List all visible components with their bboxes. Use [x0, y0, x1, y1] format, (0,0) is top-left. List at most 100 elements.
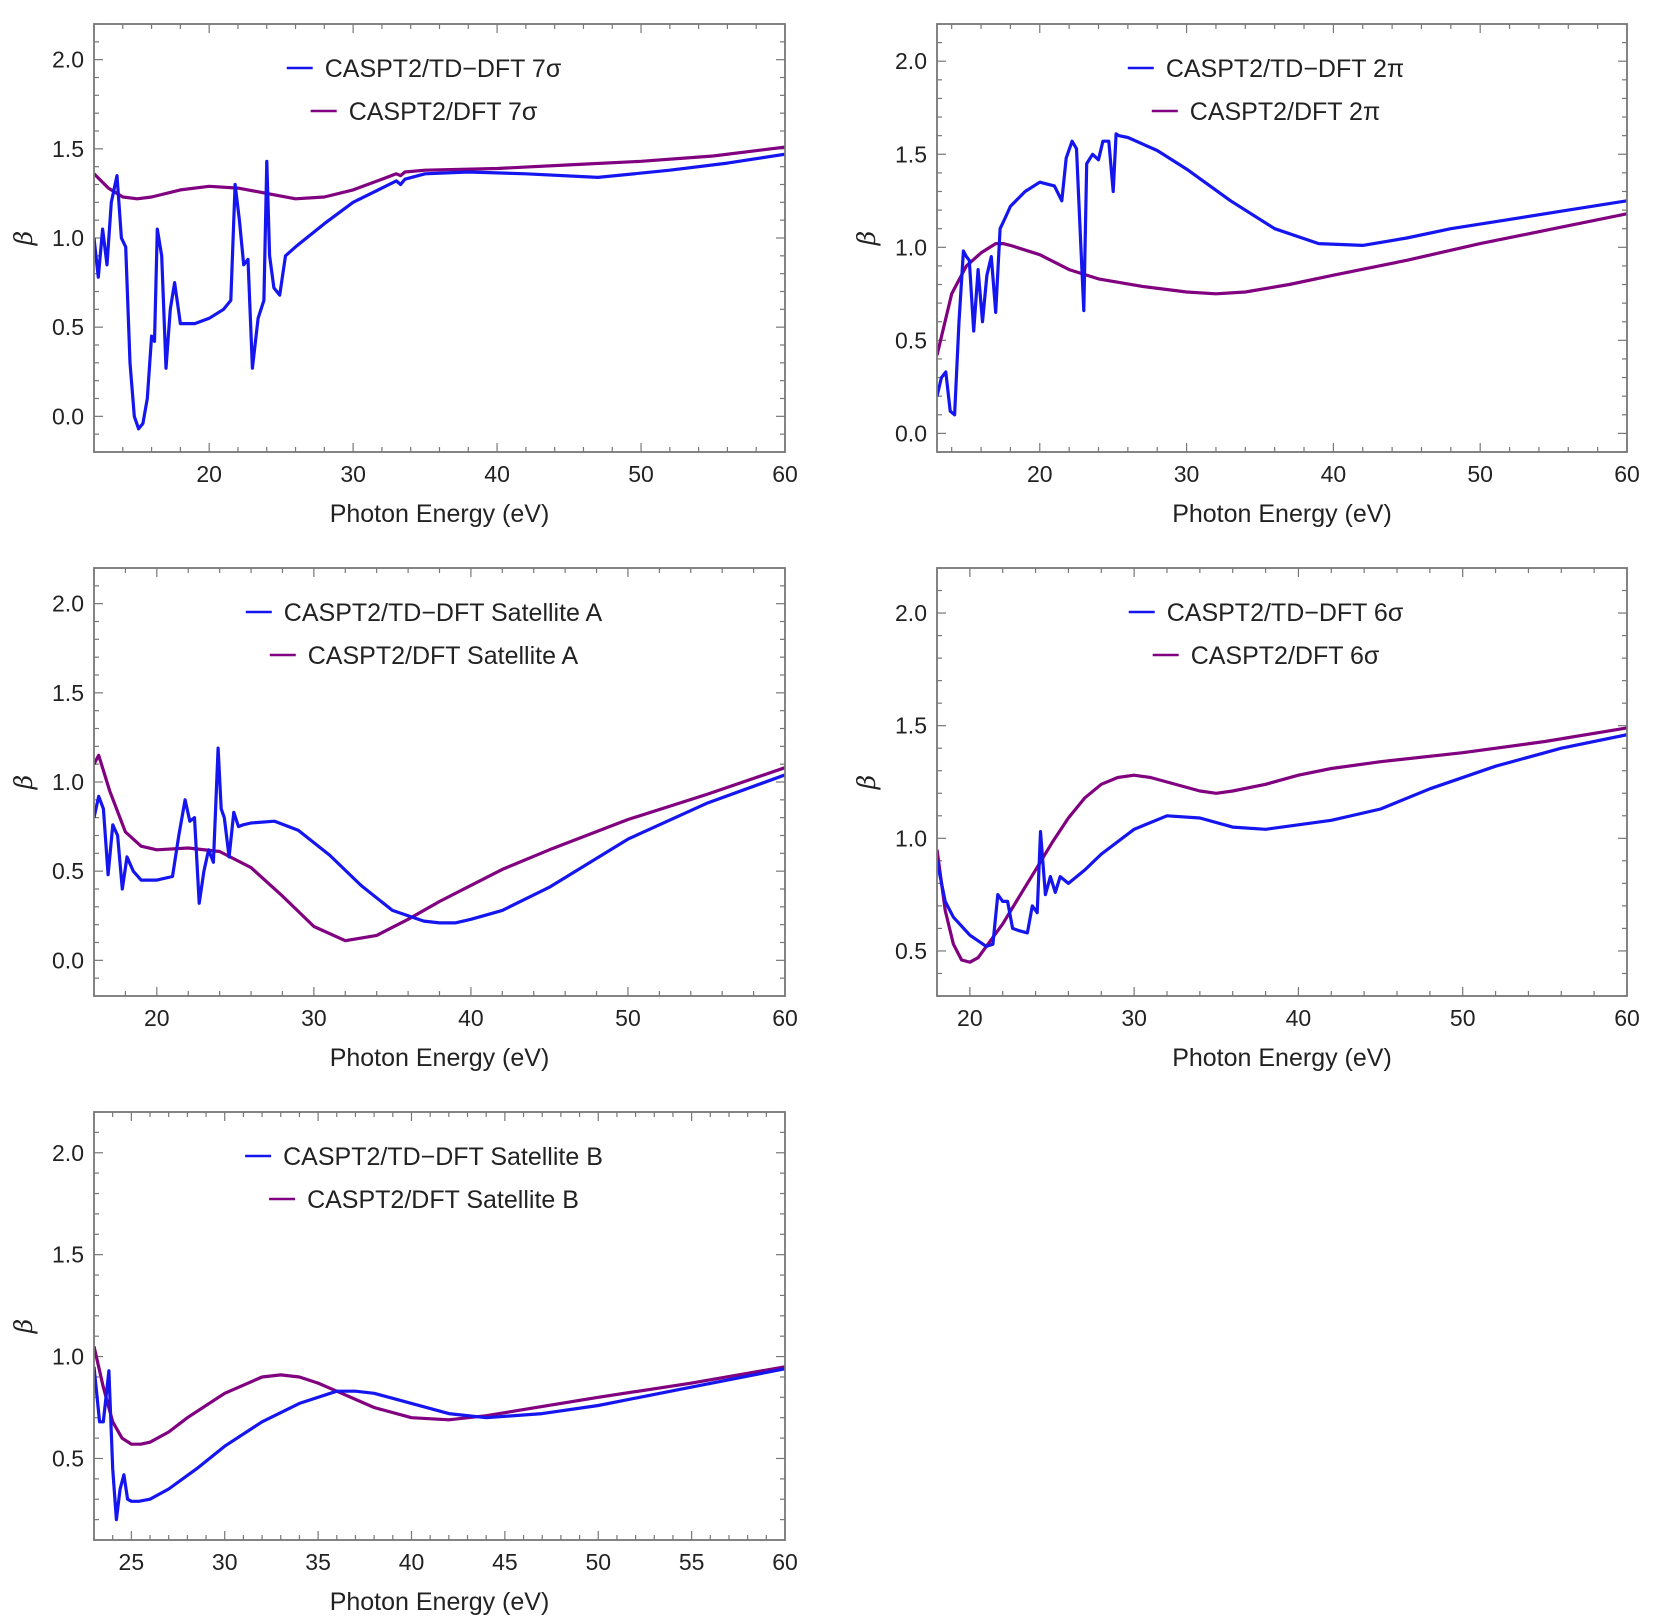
x-tick-label: 40	[484, 461, 510, 487]
y-tick-label: 1.5	[52, 136, 84, 162]
x-tick-label: 30	[340, 461, 366, 487]
chart-panel-3: 20 30 40 50 60 0.0 0.5 1.0 1.5 2.0 Photon Energy (…	[9, 567, 798, 1072]
y-axis-label: β	[9, 775, 38, 790]
legend-label: CASPT2/TD−DFT Satellite B	[283, 1143, 603, 1171]
series-line-tddft	[937, 132, 1627, 417]
x-tick-label: 60	[1614, 461, 1640, 487]
axis-ticks	[93, 23, 786, 453]
series-line-tddft	[94, 746, 785, 925]
x-tick-label: 50	[1450, 1005, 1476, 1031]
x-tick-label: 30	[1174, 461, 1200, 487]
x-tick-label: 45	[492, 1549, 518, 1575]
series-line-dft	[94, 1346, 785, 1446]
plot-frame	[93, 567, 786, 997]
x-axis-label: Photon Energy (eV)	[330, 1588, 550, 1616]
legend: CASPT2/TD−DFT 6σ CASPT2/DFT 6σ	[1128, 599, 1404, 670]
y-tick-label: 1.0	[52, 225, 84, 251]
y-tick-label: 2.0	[52, 47, 84, 73]
plot-frame	[936, 23, 1628, 453]
y-tick-label: 1.5	[895, 713, 927, 739]
x-axis-label: Photon Energy (eV)	[330, 500, 550, 528]
legend-label: CASPT2/DFT 2π	[1190, 98, 1380, 126]
y-axis-label: β	[9, 1319, 38, 1334]
legend-label: CASPT2/TD−DFT 6σ	[1167, 599, 1404, 627]
legend: CASPT2/TD−DFT 2π CASPT2/DFT 2π	[1127, 55, 1404, 126]
x-tick-label: 25	[119, 1549, 145, 1575]
x-tick-label: 20	[1027, 461, 1053, 487]
plot-frame	[93, 23, 786, 453]
x-tick-label: 30	[301, 1005, 327, 1031]
y-tick-label: 2.0	[52, 1140, 84, 1166]
y-tick-label: 1.0	[895, 825, 927, 851]
series-line-dft	[94, 753, 785, 943]
axis-ticks	[937, 23, 1628, 453]
y-tick-label: 1.5	[52, 680, 84, 706]
y-axis-label: β	[852, 775, 881, 790]
series-line-dft	[937, 212, 1627, 356]
legend-label: CASPT2/TD−DFT 7σ	[325, 55, 562, 83]
y-axis-label: β	[852, 231, 881, 246]
legend-label: CASPT2/TD−DFT Satellite A	[284, 599, 603, 627]
x-tick-label: 30	[1121, 1005, 1147, 1031]
series-line-dft	[94, 145, 785, 201]
x-tick-label: 50	[615, 1005, 641, 1031]
plot-frame	[936, 567, 1628, 997]
legend-label: CASPT2/DFT 7σ	[349, 98, 538, 126]
y-axis-label: β	[9, 231, 38, 246]
y-tick-label: 1.5	[895, 141, 927, 167]
legend-label: CASPT2/DFT Satellite A	[308, 642, 579, 670]
x-axis-label: Photon Energy (eV)	[1172, 1044, 1392, 1072]
series-line-tddft	[94, 152, 785, 431]
y-tick-label: 0.5	[895, 327, 927, 353]
x-tick-label: 60	[1614, 1005, 1640, 1031]
x-tick-label: 20	[957, 1005, 983, 1031]
legend: CASPT2/TD−DFT Satellite B CASPT2/DFT Sate…	[245, 1143, 603, 1214]
x-tick-label: 50	[628, 461, 654, 487]
x-tick-label: 30	[212, 1549, 238, 1575]
x-axis-label: Photon Energy (eV)	[1172, 500, 1392, 528]
x-tick-label: 55	[679, 1549, 705, 1575]
y-tick-label: 0.5	[895, 938, 927, 964]
y-tick-label: 0.0	[895, 420, 927, 446]
legend: CASPT2/TD−DFT Satellite A CASPT2/DFT Sate…	[245, 599, 603, 670]
axis-ticks	[93, 1111, 786, 1541]
x-tick-label: 35	[305, 1549, 331, 1575]
x-tick-label: 40	[1286, 1005, 1312, 1031]
axis-ticks	[936, 567, 1628, 997]
series-line-dft	[937, 726, 1627, 964]
chart-panel-1: 20 30 40 50 60 0.0 0.5 1.0 1.5 2.0 Photon Energy (…	[9, 23, 798, 528]
y-tick-label: 0.5	[52, 314, 84, 340]
y-tick-label: 0.0	[52, 947, 84, 973]
y-tick-label: 1.0	[52, 769, 84, 795]
chart-panel-4: 20 30 40 50 60 0.5 1.0 1.5 2.0 Photon Energy (eV)…	[852, 567, 1640, 1072]
chart-panel-5: 25 30 35 40 45 50 55 60 0.5 1.0 1.5 2.0 Photon Energ…	[9, 1111, 798, 1616]
series-line-tddft	[937, 733, 1627, 948]
plot-frame	[93, 1111, 786, 1541]
x-tick-label: 40	[399, 1549, 425, 1575]
x-tick-label: 60	[772, 461, 798, 487]
x-tick-label: 50	[585, 1549, 611, 1575]
axis-ticks	[93, 567, 786, 997]
x-tick-label: 50	[1467, 461, 1493, 487]
legend-label: CASPT2/DFT Satellite B	[307, 1186, 579, 1214]
legend-label: CASPT2/DFT 6σ	[1191, 642, 1380, 670]
legend: CASPT2/TD−DFT 7σ CASPT2/DFT 7σ	[286, 55, 562, 126]
y-tick-label: 1.5	[52, 1242, 84, 1268]
x-axis-label: Photon Energy (eV)	[330, 1044, 550, 1072]
y-tick-label: 2.0	[895, 48, 927, 74]
y-tick-label: 2.0	[52, 591, 84, 617]
legend-label: CASPT2/TD−DFT 2π	[1166, 55, 1404, 83]
y-tick-label: 0.5	[52, 1445, 84, 1471]
y-tick-label: 0.0	[52, 403, 84, 429]
chart-panel-2: 20 30 40 50 60 0.0 0.5 1.0 1.5 2.0 Photon Energy (…	[852, 23, 1640, 528]
y-tick-label: 1.0	[895, 234, 927, 260]
y-tick-label: 0.5	[52, 858, 84, 884]
x-tick-label: 20	[144, 1005, 170, 1031]
y-tick-label: 1.0	[52, 1344, 84, 1370]
x-tick-label: 60	[772, 1549, 798, 1575]
x-tick-label: 40	[458, 1005, 484, 1031]
y-tick-label: 2.0	[895, 600, 927, 626]
series-line-tddft	[94, 1366, 785, 1522]
x-tick-label: 20	[196, 461, 222, 487]
